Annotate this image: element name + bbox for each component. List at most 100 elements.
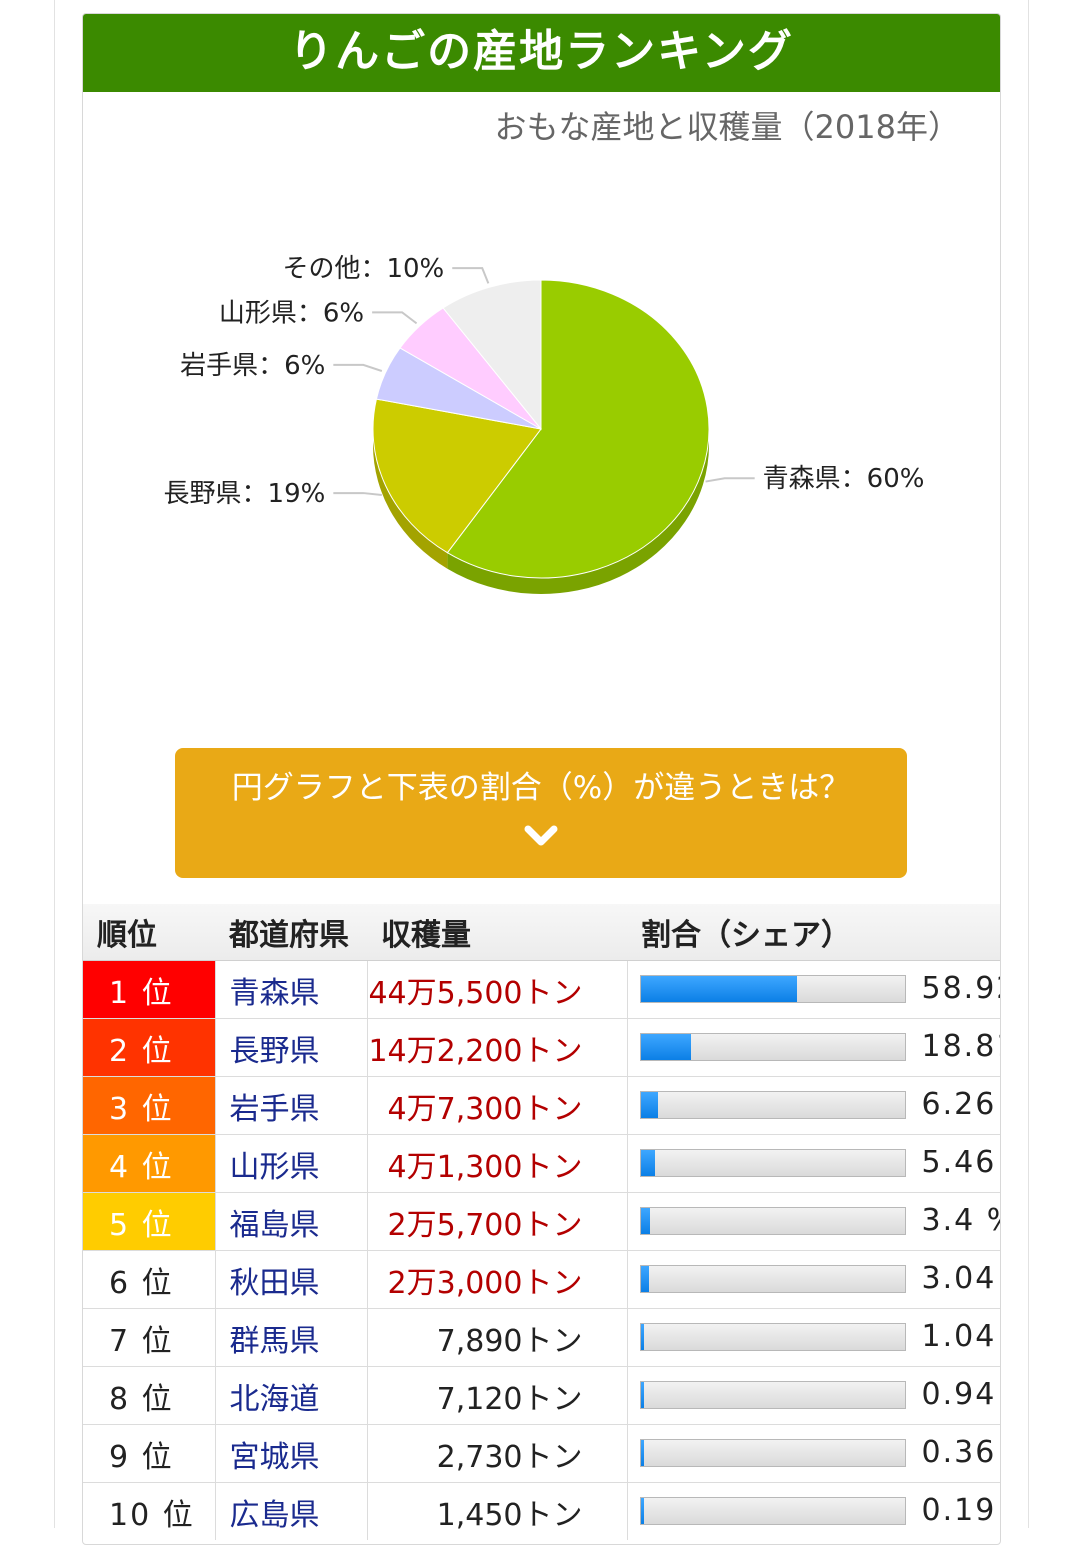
- share-bar-track: [639, 1381, 906, 1409]
- prefecture-link[interactable]: 広島県: [214, 1482, 367, 1540]
- table-header-row: 順位 都道府県 収穫量 割合（シェア）: [83, 904, 1000, 961]
- share-bar-track: [639, 1091, 906, 1119]
- prefecture-link[interactable]: 北海道: [214, 1366, 367, 1425]
- prefecture-link[interactable]: 山形県: [214, 1134, 367, 1193]
- ranking-card: りんごの産地ランキング おもな産地と収穫量（2018年） 青森県：60% 長野県：…: [82, 13, 1001, 1545]
- share-bar-track: [639, 1439, 906, 1467]
- share-bar-track: [639, 1323, 906, 1351]
- share-bar-fill: [640, 1092, 658, 1118]
- rank-cell: 8 位: [83, 1366, 215, 1425]
- rank-cell: 7 位: [83, 1308, 215, 1367]
- rank-cell: 1 位: [83, 960, 215, 1019]
- rank-cell: 5 位: [83, 1192, 215, 1251]
- pie-slice-4[interactable]: [442, 279, 542, 431]
- share-bar-fill: [640, 1382, 644, 1408]
- pie-leader-line-0: [705, 477, 755, 483]
- share-value: 18.81: [921, 1029, 1001, 1064]
- pie-slice-0[interactable]: [446, 279, 710, 579]
- page-frame: [54, 0, 1029, 1528]
- prefecture-link[interactable]: 青森県: [214, 960, 367, 1019]
- pie-label-1: 長野県：19%: [164, 479, 326, 509]
- pie-side-1: [373, 429, 448, 569]
- rank-cell: 10 位: [83, 1482, 215, 1540]
- pie-leader-line-3: [372, 311, 418, 325]
- amount-cell: 14万2,200トン: [366, 1018, 627, 1077]
- amount-cell: 7,120トン: [366, 1366, 627, 1425]
- share-bar-fill: [640, 1324, 644, 1350]
- page-title: りんごの産地ランキング: [83, 14, 1000, 92]
- share-value: 0.36: [921, 1435, 997, 1470]
- pie-slice-1[interactable]: [372, 398, 542, 554]
- pie-label-4: その他：10%: [282, 254, 444, 284]
- rank-cell: 9 位: [83, 1424, 215, 1483]
- prefecture-link[interactable]: 長野県: [214, 1018, 367, 1077]
- prefecture-link[interactable]: 福島県: [214, 1192, 367, 1251]
- share-bar-fill: [640, 1208, 650, 1234]
- share-value: 0.19: [921, 1493, 997, 1528]
- amount-cell: 7,890トン: [366, 1308, 627, 1367]
- pie-leader-line-1: [333, 492, 382, 496]
- share-bar-fill: [640, 1150, 655, 1176]
- prefecture-link[interactable]: 秋田県: [214, 1250, 367, 1309]
- pie-difference-accordion[interactable]: 円グラフと下表の割合（%）が違うときは？: [175, 748, 907, 878]
- rank-cell: 4 位: [83, 1134, 215, 1193]
- rank-cell: 3 位: [83, 1076, 215, 1135]
- accordion-label: 円グラフと下表の割合（%）が違うときは？: [231, 770, 851, 806]
- share-value: 3.4 %: [921, 1203, 1001, 1238]
- share-cell: 0.94: [626, 1366, 1000, 1425]
- share-cell: 0.19: [626, 1482, 1000, 1540]
- share-bar-track: [639, 1149, 906, 1177]
- share-bar-fill: [640, 1266, 649, 1292]
- share-bar-track: [639, 1265, 906, 1293]
- table-row: 9 位宮城県 2,730トン 0.36: [83, 1424, 1000, 1483]
- header-share: 割合（シェア）: [627, 904, 1000, 961]
- amount-cell: 2,730トン: [366, 1424, 627, 1483]
- amount-cell: 4万1,300トン: [366, 1134, 627, 1193]
- share-bar-track: [639, 1033, 906, 1061]
- share-cell: 3.04: [626, 1250, 1000, 1309]
- share-value: 6.26: [921, 1087, 997, 1122]
- amount-cell: 4万7,300トン: [366, 1076, 627, 1135]
- table-row: 4 位山形県 4万1,300トン 5.46: [83, 1134, 1000, 1193]
- prefecture-link[interactable]: 宮城県: [214, 1424, 367, 1483]
- table-row: 3 位岩手県 4万7,300トン 6.26: [83, 1076, 1000, 1135]
- share-bar-fill: [640, 1440, 644, 1466]
- share-bar-track: [639, 1497, 906, 1525]
- share-bar-fill: [640, 1034, 691, 1060]
- share-cell: 0.36: [626, 1424, 1000, 1483]
- pie-leader-line-4: [452, 267, 490, 284]
- chart-subtitle: おもな産地と収穫量（2018年）: [494, 108, 960, 146]
- amount-cell: 1,450トン: [366, 1482, 627, 1540]
- share-value: 58.92: [921, 971, 1001, 1006]
- header-rank: 順位: [83, 904, 215, 961]
- share-cell: 18.81: [626, 1018, 1001, 1077]
- share-value: 1.04: [921, 1319, 997, 1354]
- pie-chart: 青森県：60% 長野県：19% 岩手県：6% 山形県：6% その他：10%: [83, 164, 1000, 724]
- rank-cell: 2 位: [83, 1018, 215, 1077]
- pie-label-3: 山形県：6%: [219, 298, 364, 328]
- table-row: 7 位群馬県 7,890トン 1.04: [83, 1308, 1000, 1367]
- share-bar-fill: [640, 1498, 644, 1524]
- pie-side-0: [447, 429, 709, 594]
- prefecture-link[interactable]: 岩手県: [214, 1076, 367, 1135]
- table-row: 6 位秋田県 2万3,000トン 3.04: [83, 1250, 1000, 1309]
- share-value: 5.46: [921, 1145, 997, 1180]
- header-amount: 収穫量: [367, 904, 627, 961]
- share-cell: 3.4 %: [626, 1192, 1001, 1251]
- share-value: 3.04: [921, 1261, 997, 1296]
- pie-label-0: 青森県：60%: [763, 464, 925, 494]
- prefecture-link[interactable]: 群馬県: [214, 1308, 367, 1367]
- table-row: 10 位広島県 1,450トン 0.19: [83, 1482, 1000, 1540]
- share-bar-track: [639, 1207, 906, 1235]
- pie-leader-line-2: [333, 363, 383, 372]
- share-cell: 6.26: [626, 1076, 1000, 1135]
- chevron-down-icon: [524, 825, 558, 846]
- share-bar-track: [639, 975, 906, 1003]
- amount-cell: 44万5,500トン: [366, 960, 627, 1019]
- amount-cell: 2万3,000トン: [366, 1250, 627, 1309]
- header-prefecture: 都道府県: [215, 904, 367, 961]
- table-row: 8 位北海道 7,120トン 0.94: [83, 1366, 1000, 1425]
